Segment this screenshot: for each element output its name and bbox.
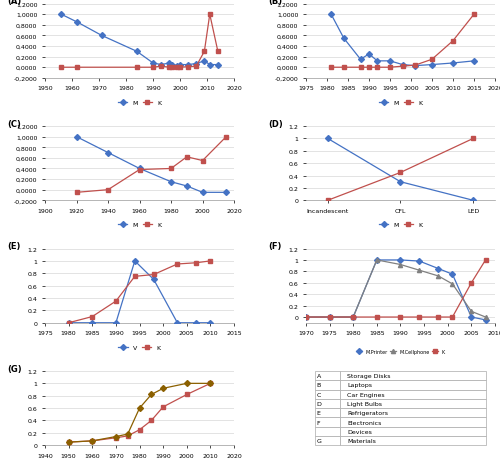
M.Cellphone	[326, 314, 332, 320]
Text: (C): (C)	[7, 119, 21, 129]
M.Cellphone	[468, 309, 474, 314]
M.Cellphone	[436, 274, 442, 279]
M.Cellphone	[303, 314, 309, 320]
K	[350, 314, 356, 320]
K	[303, 314, 309, 320]
M.Printer	[450, 272, 456, 277]
K	[326, 314, 332, 320]
Steel	[136, 427, 142, 432]
Line: M.Printer: M.Printer	[304, 258, 488, 322]
M.Printer	[436, 266, 442, 272]
Steel	[160, 404, 166, 410]
aluminium	[124, 431, 130, 437]
M.Cellphone	[350, 314, 356, 320]
Line: Steel: Steel	[66, 381, 212, 444]
Steel	[90, 438, 96, 444]
M.Printer	[350, 314, 356, 320]
K	[436, 314, 442, 320]
M.Cellphone	[416, 268, 422, 274]
M.Printer	[482, 318, 488, 323]
M.Cellphone	[482, 314, 488, 320]
M.Printer	[416, 259, 422, 264]
aluminium	[113, 434, 119, 439]
aluminium	[160, 386, 166, 391]
Text: (G): (G)	[7, 364, 22, 373]
Steel	[208, 381, 214, 386]
K	[468, 280, 474, 286]
aluminium	[148, 392, 154, 397]
aluminium	[208, 381, 214, 386]
Steel	[113, 435, 119, 441]
Legend: V, K: V, K	[116, 342, 163, 353]
Legend: M, K: M, K	[116, 220, 164, 230]
Line: K: K	[304, 258, 488, 319]
Steel	[148, 418, 154, 423]
K	[374, 314, 380, 320]
Legend: M, K: M, K	[376, 98, 424, 108]
Legend: M, K: M, K	[116, 98, 164, 108]
K	[450, 314, 456, 320]
K	[398, 314, 404, 320]
M.Printer	[398, 257, 404, 263]
Steel	[124, 433, 130, 439]
Line: aluminium: aluminium	[66, 381, 212, 444]
K	[482, 257, 488, 263]
aluminium	[90, 438, 96, 444]
Legend: M, K: M, K	[376, 220, 424, 230]
Steel	[184, 392, 190, 397]
M.Printer	[303, 314, 309, 320]
M.Cellphone	[398, 262, 404, 268]
aluminium	[184, 381, 190, 386]
aluminium	[66, 439, 71, 445]
Legend: M.Printer, M.Cellphone, K: M.Printer, M.Cellphone, K	[354, 347, 447, 356]
M.Cellphone	[374, 257, 380, 263]
Line: M.Cellphone: M.Cellphone	[304, 258, 488, 319]
Text: (E): (E)	[7, 241, 20, 251]
K	[416, 314, 422, 320]
aluminium	[136, 405, 142, 411]
Steel	[66, 439, 71, 445]
Text: (D): (D)	[268, 119, 283, 129]
Text: (B): (B)	[268, 0, 282, 6]
M.Cellphone	[450, 281, 456, 287]
M.Printer	[468, 314, 474, 320]
M.Printer	[326, 314, 332, 320]
M.Printer	[374, 257, 380, 263]
Text: (A): (A)	[7, 0, 22, 6]
Text: (F): (F)	[268, 241, 281, 251]
